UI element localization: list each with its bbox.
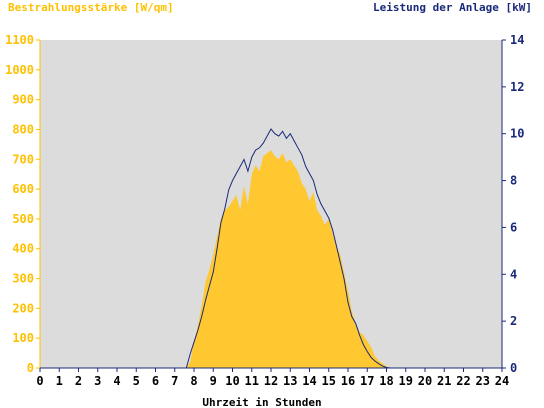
x-tick-label: 20 xyxy=(418,374,432,388)
left-tick-label: 100 xyxy=(12,331,34,345)
left-tick-label: 1100 xyxy=(5,33,34,47)
x-tick-label: 12 xyxy=(264,374,278,388)
left-tick-label: 0 xyxy=(27,361,34,375)
x-tick-label: 17 xyxy=(360,374,374,388)
left-tick-label: 900 xyxy=(12,93,34,107)
x-tick-label: 11 xyxy=(245,374,259,388)
x-tick-label: 5 xyxy=(133,374,140,388)
x-tick-label: 1 xyxy=(56,374,63,388)
x-tick-label: 18 xyxy=(379,374,393,388)
left-tick-label: 300 xyxy=(12,272,34,286)
x-tick-label: 7 xyxy=(171,374,178,388)
x-ticks: 0 1 2 3 4 5 6 7 8 9 10 11 12 13 14 15 16 17 18 19 20 21 22 23 24 xyxy=(36,368,509,388)
right-axis-title: Leistung der Anlage [kW] xyxy=(373,1,532,14)
right-tick-label: 10 xyxy=(510,127,524,141)
x-tick-label: 0 xyxy=(36,374,43,388)
left-tick-label: 200 xyxy=(12,301,34,315)
left-axis-title: Bestrahlungsstärke [W/qm] xyxy=(8,1,174,14)
x-tick-label: 13 xyxy=(283,374,297,388)
x-tick-label: 3 xyxy=(94,374,101,388)
left-tick-label: 800 xyxy=(12,122,34,136)
left-tick-label: 700 xyxy=(12,152,34,166)
x-tick-label: 22 xyxy=(456,374,470,388)
x-tick-label: 6 xyxy=(152,374,159,388)
x-tick-label: 9 xyxy=(210,374,217,388)
left-tick-label: 1000 xyxy=(5,63,34,77)
power-line xyxy=(40,128,502,369)
x-tick-label: 23 xyxy=(476,374,490,388)
x-tick-label: 24 xyxy=(495,374,509,388)
x-tick-label: 14 xyxy=(302,374,316,388)
right-tick-label: 8 xyxy=(510,174,517,188)
irradiance-area xyxy=(40,150,502,368)
x-tick-label: 15 xyxy=(322,374,336,388)
x-tick-label: 16 xyxy=(341,374,355,388)
x-axis-title: Uhrzeit in Stunden xyxy=(202,396,321,408)
left-tick-label: 600 xyxy=(12,182,34,196)
right-tick-label: 12 xyxy=(510,80,524,94)
right-tick-label: 2 xyxy=(510,314,517,328)
x-tick-label: 10 xyxy=(225,374,239,388)
left-tick-label: 500 xyxy=(12,212,34,226)
x-tick-label: 8 xyxy=(190,374,197,388)
right-tick-label: 6 xyxy=(510,220,517,234)
right-tick-label: 14 xyxy=(510,33,524,47)
right-tick-label: 0 xyxy=(510,361,517,375)
x-tick-label: 4 xyxy=(113,374,120,388)
x-tick-label: 2 xyxy=(75,374,82,388)
right-tick-label: 4 xyxy=(510,267,517,281)
left-ticks: 0 100 200 300 400 500 600 700 800 900 1000 1100 xyxy=(5,33,40,375)
left-tick-label: 400 xyxy=(12,242,34,256)
x-tick-label: 19 xyxy=(399,374,413,388)
right-ticks: 0 2 4 6 8 10 12 14 xyxy=(502,33,524,375)
x-tick-label: 21 xyxy=(437,374,451,388)
series-layer xyxy=(40,128,502,369)
